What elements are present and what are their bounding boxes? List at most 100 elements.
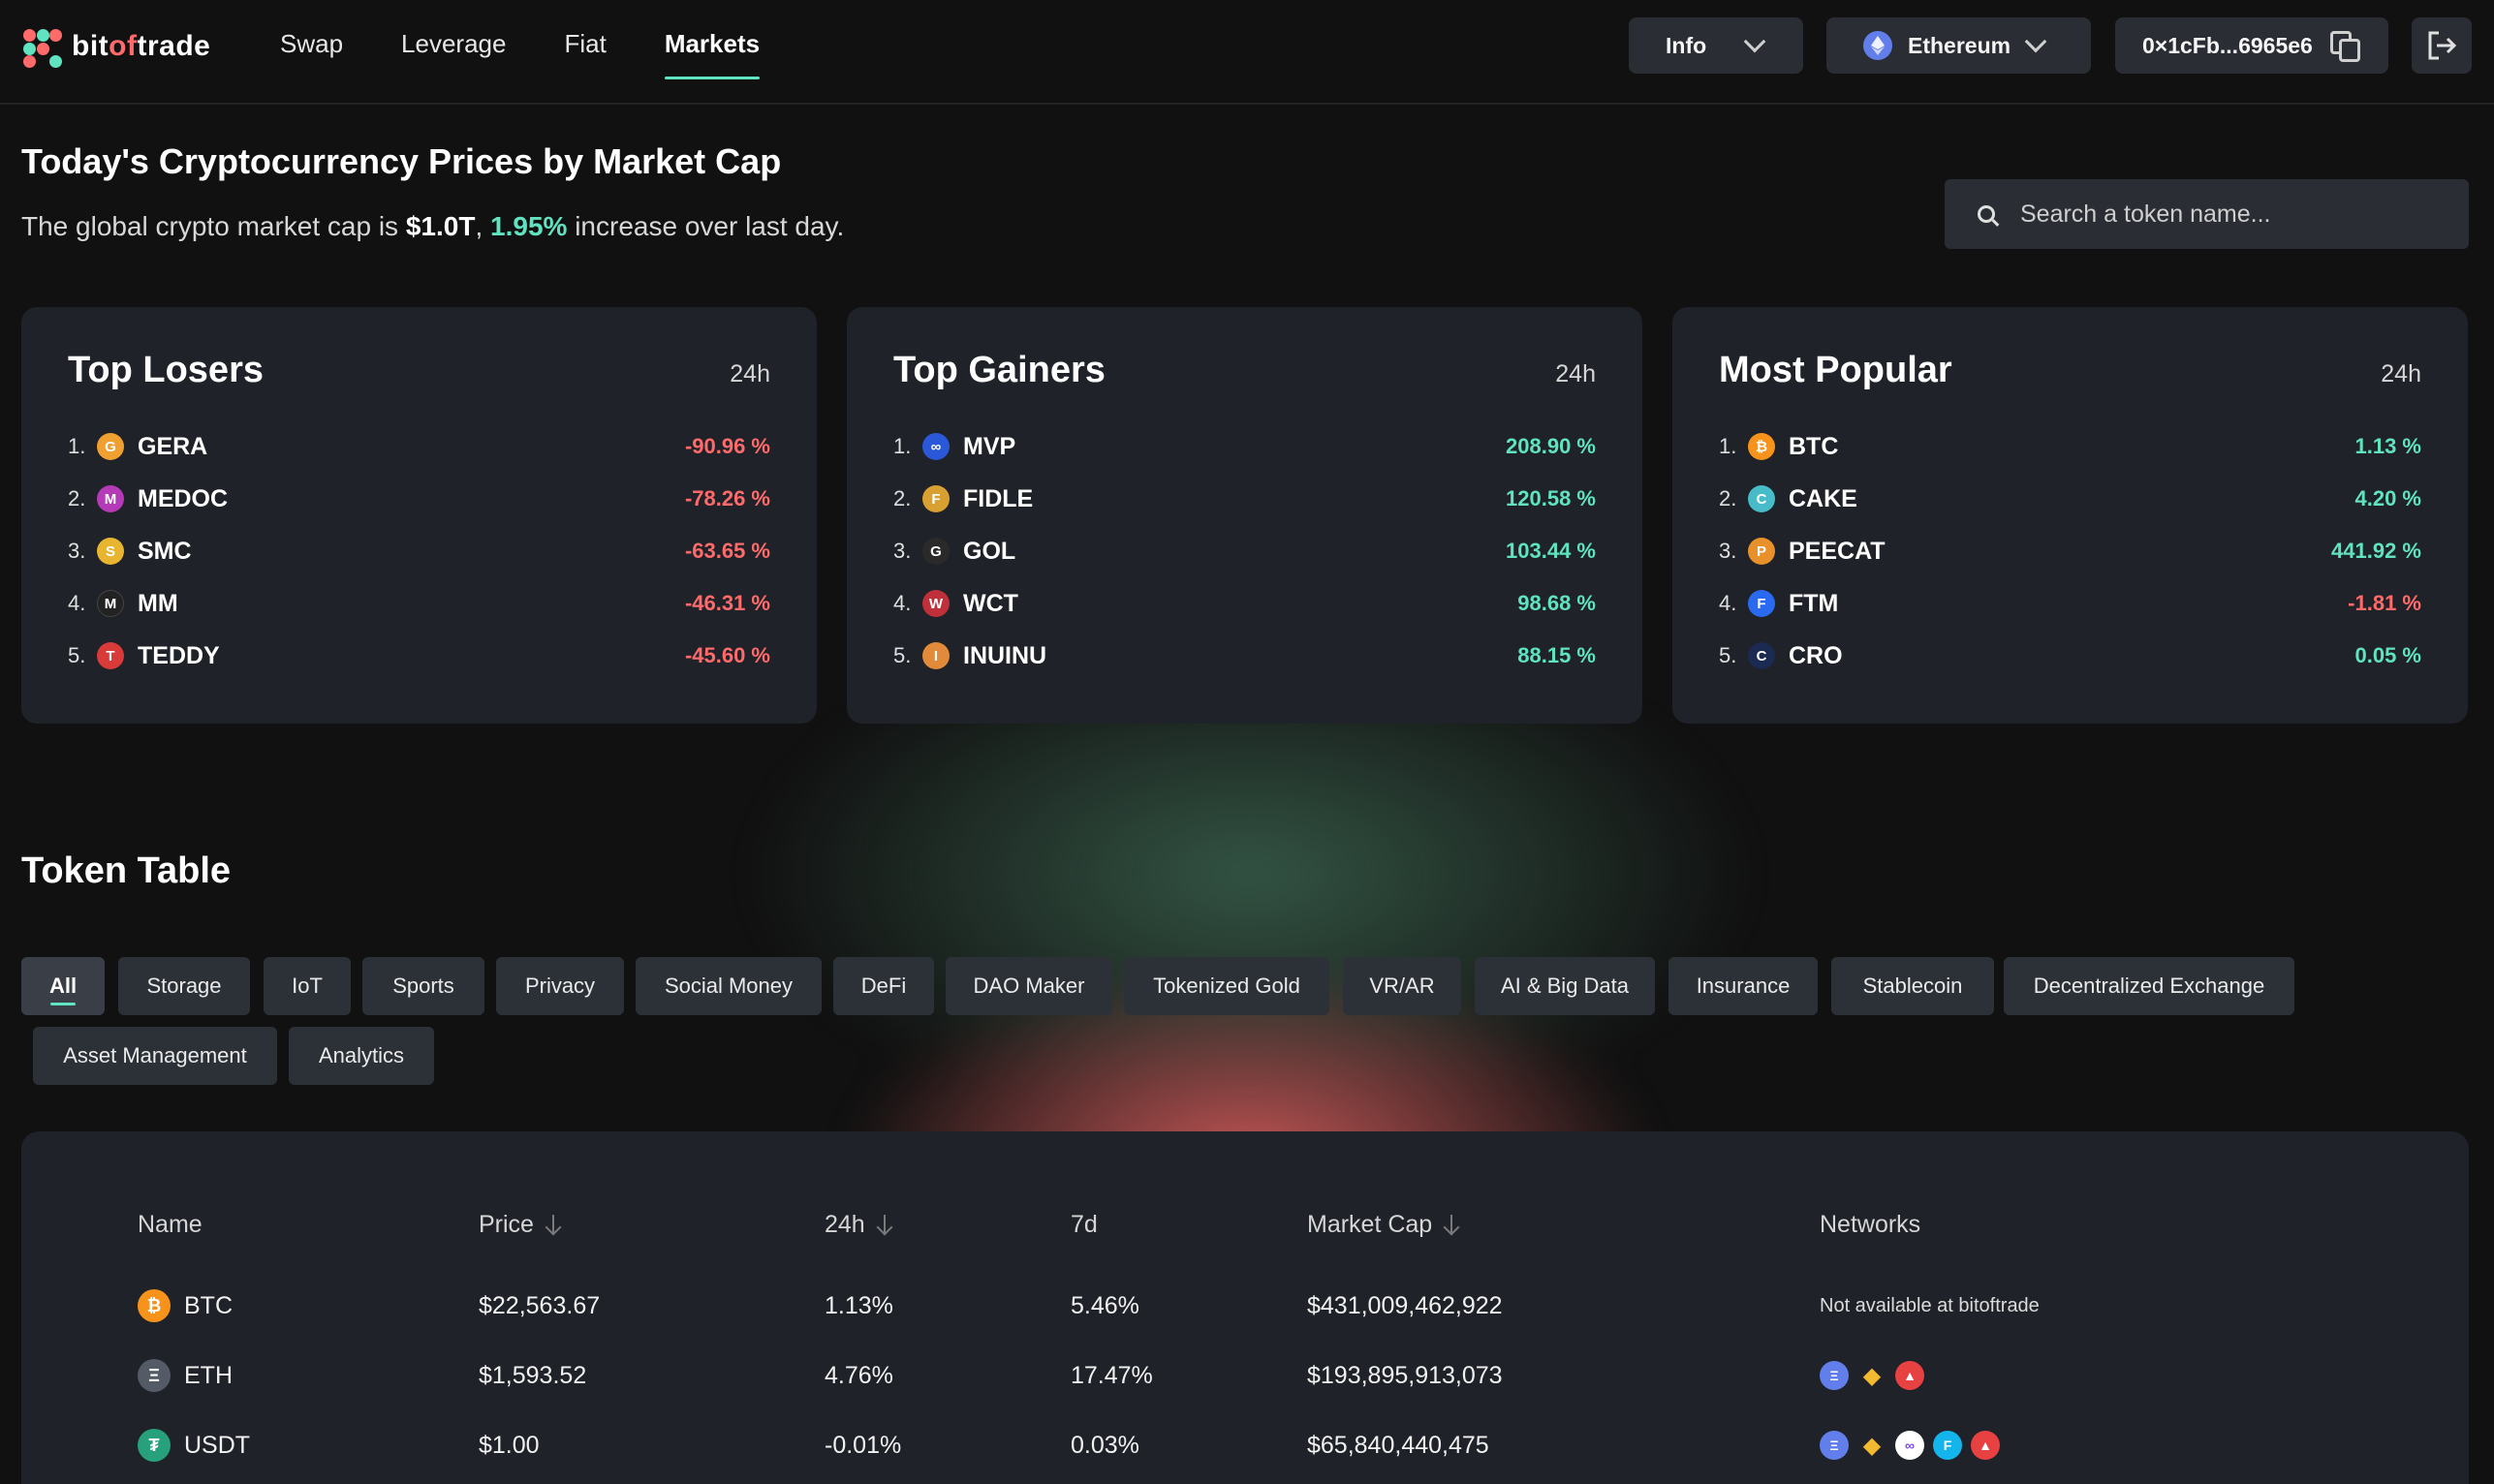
- market-summary: The global crypto market cap is $1.0T, 1…: [21, 211, 845, 241]
- usdt-icon: ₮: [138, 1429, 171, 1462]
- list-item[interactable]: 1. ∞ MVP 208.90 %: [893, 432, 1596, 460]
- page-title: Today's Cryptocurrency Prices by Market …: [21, 141, 782, 181]
- card-title: Top Gainers: [893, 350, 1106, 390]
- list-item[interactable]: 5. T TEDDY -45.60 %: [68, 641, 770, 669]
- filter-privacy[interactable]: Privacy: [496, 957, 624, 1015]
- column-header-7d: 7d: [1071, 1211, 1098, 1238]
- btc-icon: ₿: [138, 1289, 171, 1322]
- list-item[interactable]: 2. M MEDOC -78.26 %: [68, 484, 770, 512]
- filter-insurance[interactable]: Insurance: [1668, 957, 1818, 1015]
- gol-icon: G: [922, 538, 950, 565]
- bnb-icon: ◆: [1857, 1361, 1886, 1390]
- medoc-icon: M: [97, 485, 124, 512]
- logo-icon: [23, 29, 62, 68]
- card-period: 24h: [2381, 360, 2421, 387]
- token-table-title: Token Table: [21, 850, 232, 891]
- list-item[interactable]: 3. S SMC -63.65 %: [68, 537, 770, 565]
- networks-unavailable: Not available at bitoftrade: [1820, 1294, 2040, 1316]
- list-item[interactable]: 4. W WCT 98.68 %: [893, 589, 1596, 617]
- sort-arrow-icon: [1444, 1214, 1459, 1236]
- ethereum-icon: Ξ: [1820, 1361, 1849, 1390]
- network-label: Ethereum: [1908, 32, 2011, 58]
- search-icon: [1978, 205, 1995, 223]
- list-item[interactable]: 1. G GERA -90.96 %: [68, 432, 770, 460]
- ftm-icon: F: [1748, 590, 1775, 617]
- info-dropdown[interactable]: Info: [1629, 17, 1803, 74]
- search-input[interactable]: [2020, 200, 2447, 229]
- nav-fiat[interactable]: Fiat: [564, 29, 607, 58]
- info-dropdown-label: Info: [1666, 32, 1707, 58]
- list-item[interactable]: 5. C CRO 0.05 %: [1719, 641, 2421, 669]
- column-header-market-cap[interactable]: Market Cap: [1307, 1211, 1459, 1239]
- ethereum-icon: Ξ: [1820, 1431, 1849, 1460]
- filter-decentralized-exchange[interactable]: Decentralized Exchange: [2004, 957, 2294, 1015]
- list-item[interactable]: 3. P PEECAT 441.92 %: [1719, 537, 2421, 565]
- peecat-icon: P: [1748, 538, 1775, 565]
- nav-markets[interactable]: Markets: [664, 0, 761, 105]
- copy-icon[interactable]: [2328, 29, 2361, 62]
- sort-arrow-icon: [546, 1214, 561, 1236]
- bnb-icon: ◆: [1857, 1431, 1886, 1460]
- chevron-down-icon: [2024, 30, 2047, 53]
- list-item[interactable]: 1. ₿ BTC 1.13 %: [1719, 432, 2421, 460]
- avalanche-icon: ▲: [1971, 1431, 2000, 1460]
- wallet-address-button[interactable]: 0×1cFb...6965e6: [2115, 17, 2388, 74]
- logout-button[interactable]: [2412, 17, 2472, 74]
- top-navigation-bar: bitoftrade Swap Leverage Fiat Markets In…: [0, 0, 2494, 105]
- filter-tokenized-gold[interactable]: Tokenized Gold: [1124, 957, 1329, 1015]
- card-title: Most Popular: [1719, 350, 1952, 390]
- token-search: [1945, 179, 2469, 249]
- filter-defi[interactable]: DeFi: [833, 957, 934, 1015]
- table-row[interactable]: Ξ ETH $1,593.52 4.76% 17.47% $193,895,913…: [21, 1346, 2469, 1405]
- filter-vr-ar[interactable]: VR/AR: [1343, 957, 1461, 1015]
- most-popular-card: Most Popular 24h 1. ₿ BTC 1.13 % 2. C CAKE 4.2…: [1672, 307, 2468, 724]
- column-header-price[interactable]: Price: [479, 1211, 561, 1239]
- cake-icon: C: [1748, 485, 1775, 512]
- eth-icon: Ξ: [138, 1359, 171, 1392]
- card-period: 24h: [730, 360, 770, 387]
- list-item[interactable]: 5. I INUINU 88.15 %: [893, 641, 1596, 669]
- filter-iot[interactable]: IoT: [264, 957, 351, 1015]
- top-gainers-card: Top Gainers 24h 1. ∞ MVP 208.90 % 2. F FIDLE 1…: [847, 307, 1642, 724]
- cro-icon: C: [1748, 642, 1775, 669]
- brand-logo[interactable]: bitoftrade: [23, 27, 210, 68]
- filter-all[interactable]: All: [21, 957, 105, 1015]
- avalanche-icon: ▲: [1895, 1361, 1924, 1390]
- chevron-down-icon: [1743, 30, 1766, 53]
- filter-storage[interactable]: Storage: [118, 957, 250, 1015]
- filter-stablecoin[interactable]: Stablecoin: [1831, 957, 1994, 1015]
- card-title: Top Losers: [68, 350, 264, 390]
- list-item[interactable]: 4. M MM -46.31 %: [68, 589, 770, 617]
- logout-icon: [2428, 31, 2457, 60]
- list-item[interactable]: 2. F FIDLE 120.58 %: [893, 484, 1596, 512]
- list-item[interactable]: 3. G GOL 103.44 %: [893, 537, 1596, 565]
- top-losers-card: Top Losers 24h 1. G GERA -90.96 % 2. M MEDOC -…: [21, 307, 817, 724]
- filter-sports[interactable]: Sports: [362, 957, 484, 1015]
- column-header-24h[interactable]: 24h: [825, 1211, 892, 1239]
- btc-icon: ₿: [1748, 433, 1775, 460]
- teddy-icon: T: [97, 642, 124, 669]
- sort-arrow-icon: [877, 1214, 892, 1236]
- wct-icon: W: [922, 590, 950, 617]
- filter-asset-management[interactable]: Asset Management: [33, 1027, 277, 1085]
- network-selector[interactable]: Ethereum: [1826, 17, 2091, 74]
- smc-icon: S: [97, 538, 124, 565]
- list-item[interactable]: 4. F FTM -1.81 %: [1719, 589, 2421, 617]
- filter-analytics[interactable]: Analytics: [289, 1027, 434, 1085]
- wallet-address: 0×1cFb...6965e6: [2142, 32, 2313, 58]
- inuinu-icon: I: [922, 642, 950, 669]
- market-change: 1.95%: [490, 211, 568, 241]
- global-market-cap: $1.0T: [405, 211, 476, 241]
- table-row[interactable]: ₮ USDT $1.00 -0.01% 0.03% $65,840,440,475…: [21, 1416, 2469, 1474]
- filter-dao-maker[interactable]: DAO Maker: [946, 957, 1112, 1015]
- nav-swap[interactable]: Swap: [280, 29, 344, 58]
- fantom-icon: F: [1933, 1431, 1962, 1460]
- filter-ai-big-data[interactable]: AI & Big Data: [1475, 957, 1655, 1015]
- list-item[interactable]: 2. C CAKE 4.20 %: [1719, 484, 2421, 512]
- main-nav: Swap Leverage Fiat Markets: [280, 0, 818, 105]
- gera-icon: G: [97, 433, 124, 460]
- filter-social-money[interactable]: Social Money: [636, 957, 822, 1015]
- nav-leverage[interactable]: Leverage: [401, 29, 507, 58]
- table-row[interactable]: ₿ BTC $22,563.67 1.13% 5.46% $431,009,462…: [21, 1277, 2469, 1335]
- polygon-icon: ∞: [1895, 1431, 1924, 1460]
